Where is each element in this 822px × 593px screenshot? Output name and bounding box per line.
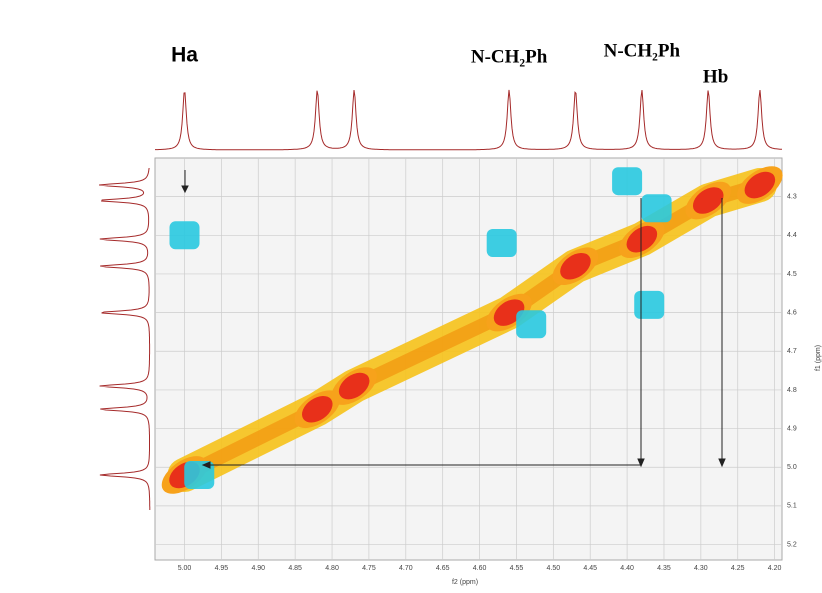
x-tick-label: 4.60 — [473, 565, 487, 572]
cross-peak — [184, 460, 215, 489]
x-tick-label: 4.65 — [436, 565, 450, 572]
cross-peak — [301, 395, 333, 423]
x-tick-label: 4.55 — [510, 565, 524, 572]
x-tick-label: 4.50 — [547, 565, 561, 572]
cross-peak — [169, 221, 200, 250]
x-tick-label: 4.30 — [694, 565, 708, 572]
cross-peak — [338, 372, 370, 400]
y-tick-label: 5.0 — [787, 464, 797, 471]
cross-peak — [692, 187, 724, 214]
y-tick-label: 4.5 — [787, 271, 797, 278]
x-tick-label: 4.20 — [768, 565, 782, 572]
x-tick-label: 4.45 — [583, 565, 597, 572]
x-axis-label: f2 (ppm) — [452, 579, 478, 586]
x-tick-label: 4.95 — [215, 565, 229, 572]
peak-label: N-CH₂Ph — [604, 40, 681, 61]
y-tick-label: 4.4 — [787, 232, 797, 239]
cross-peak — [626, 225, 658, 253]
x-tick-label: 4.75 — [362, 565, 376, 572]
cross-peak — [744, 171, 776, 199]
y-tick-label: 4.6 — [787, 309, 797, 316]
arrows — [181, 170, 726, 469]
x-tick-label: 4.40 — [620, 565, 634, 572]
x-tick-label: 4.80 — [325, 565, 339, 572]
peak-label: N-CH₂Ph — [471, 46, 548, 67]
top-spectrum — [155, 89, 782, 151]
y-tick-label: 4.7 — [787, 348, 797, 355]
y-tick-label: 5.1 — [787, 503, 797, 510]
cross-peak — [634, 290, 665, 319]
y-axis-label: f1 (ppm) — [815, 345, 822, 371]
y-tick-label: 4.3 — [787, 193, 797, 200]
peak-label: Hb — [703, 66, 728, 87]
x-tick-label: 5.00 — [178, 565, 192, 572]
y-tick-label: 5.2 — [787, 541, 797, 548]
left-spectrum — [99, 167, 151, 510]
cross-peak — [516, 310, 547, 339]
x-tick-label: 4.35 — [657, 565, 671, 572]
x-tick-label: 4.70 — [399, 565, 413, 572]
x-tick-label: 4.85 — [288, 565, 302, 572]
x-tick-label: 4.90 — [251, 565, 265, 572]
cross-peak — [486, 229, 517, 258]
cross-peak — [641, 194, 672, 223]
cross-peak — [612, 167, 643, 196]
x-tick-label: 4.25 — [731, 565, 745, 572]
y-tick-label: 4.8 — [787, 387, 797, 394]
y-tick-label: 4.9 — [787, 425, 797, 432]
cross-peak — [560, 252, 591, 280]
peak-label: Ha — [171, 44, 198, 67]
